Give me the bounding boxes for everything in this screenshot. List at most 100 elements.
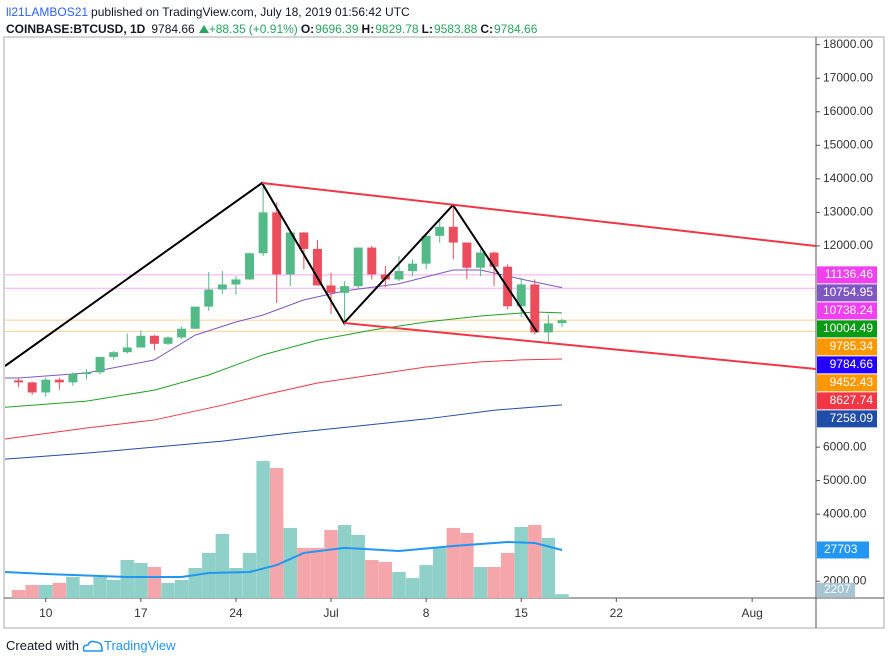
- price-label-bg: [817, 392, 877, 410]
- candle-body: [408, 263, 418, 272]
- ohlc-label: O:: [300, 22, 315, 36]
- quote-line: COINBASE:BTCUSD, 1D 9784.66 +88.35 (+0.91%)…: [6, 22, 543, 36]
- volume-bar: [106, 579, 121, 598]
- price-label-bg: [817, 266, 877, 284]
- volume-bar: [555, 594, 569, 598]
- y-tick-label: 15000.00: [823, 137, 873, 151]
- candle-body: [394, 271, 404, 280]
- x-tick-label: 24: [229, 606, 243, 620]
- candle-body: [421, 235, 431, 264]
- channel-top: [261, 182, 816, 247]
- candle-body: [204, 289, 214, 307]
- author[interactable]: ll21LAMBOS21: [6, 5, 89, 19]
- candle-body: [380, 274, 390, 280]
- y-tick-label: 18000.00: [823, 37, 873, 51]
- volume-bar: [147, 566, 162, 598]
- price-label-bg: [817, 302, 877, 320]
- price-label: 11136.46: [825, 267, 874, 281]
- candle-body: [299, 232, 309, 249]
- price-label-bg: [817, 410, 877, 428]
- candles: [14, 182, 567, 397]
- volume-bar: [283, 527, 298, 598]
- publish-info: published on TradingView.com, July 18, 2…: [91, 5, 410, 19]
- y-tick-label: 4000.00: [823, 506, 867, 520]
- price-label-bg: [817, 320, 877, 338]
- y-tick-label: 16000.00: [823, 104, 873, 118]
- channel-bottom: [343, 322, 816, 370]
- candle-body: [54, 379, 64, 383]
- price-label: 9452.43: [830, 375, 874, 389]
- volume-bar: [541, 538, 556, 598]
- x-tick-label: Jul: [323, 606, 338, 620]
- change-pct: (+0.91%): [248, 22, 298, 36]
- volume-bar: [134, 562, 148, 598]
- candle-body: [231, 279, 241, 285]
- symbol: COINBASE:BTCUSD, 1D: [6, 22, 146, 36]
- created-with: Created with: [6, 638, 79, 653]
- candle-body: [285, 232, 295, 275]
- y-tick-label: 5000.00: [823, 473, 867, 487]
- candle-body: [122, 347, 132, 353]
- x-tick-label: 17: [134, 606, 148, 620]
- candle-body: [448, 226, 458, 243]
- change: +88.35: [208, 22, 246, 36]
- candle-body: [353, 247, 363, 287]
- ohlc-label: H:: [361, 22, 375, 36]
- publish-line: ll21LAMBOS21 published on TradingView.com…: [6, 5, 413, 19]
- price-label: 9785.34: [830, 339, 874, 353]
- candle-body: [475, 252, 485, 268]
- axes: 18000.00 17000.00 16000.00 15000.00 14000.00…: [39, 37, 877, 620]
- price-label: 9784.66: [830, 357, 874, 371]
- volume-bar: [25, 584, 39, 598]
- moving-average: [5, 311, 562, 408]
- price-label-bg: [817, 338, 877, 356]
- candle-body: [41, 379, 51, 393]
- x-tick-label: 10: [39, 606, 53, 620]
- volume-bar: [256, 461, 270, 598]
- candle-body: [217, 284, 227, 290]
- candle-body: [435, 226, 445, 236]
- x-tick-label: 8: [423, 606, 430, 620]
- candle-body: [272, 212, 282, 275]
- volume-bar: [500, 552, 515, 598]
- price-label-bg: [817, 374, 877, 392]
- candle-body: [177, 328, 187, 338]
- candle-body: [340, 286, 350, 293]
- moving-average: [5, 269, 563, 379]
- footer: Created with TradingView: [6, 638, 179, 654]
- volume-bar: [473, 566, 488, 598]
- volume-bar: [269, 467, 284, 598]
- candle-body: [258, 212, 268, 254]
- candle-body: [489, 252, 499, 267]
- volume-bar: [242, 552, 257, 598]
- horizontal-lines: [5, 274, 816, 332]
- price-label-bg: [817, 356, 877, 374]
- brand[interactable]: TradingView: [103, 638, 176, 653]
- candle-body: [136, 335, 146, 348]
- volume-average: [5, 540, 563, 579]
- x-tick-label: 15: [515, 606, 529, 620]
- volume-bar: [514, 526, 528, 598]
- logo: [82, 640, 103, 652]
- ohlc-value: 9696.39: [315, 22, 359, 36]
- price-label: 8627.74: [830, 393, 874, 407]
- price-label: 7258.09: [830, 411, 874, 425]
- volume-bar: [215, 534, 230, 598]
- volume-bar: [310, 547, 325, 598]
- volume-bar: [79, 584, 94, 598]
- ohlc-value: 9784.66: [494, 22, 538, 36]
- y-tick-label: 17000.00: [823, 70, 873, 84]
- volume-bar: [487, 566, 501, 598]
- volume-bar: [324, 530, 338, 598]
- volume-bar: [11, 590, 26, 598]
- volume-bar: [378, 561, 393, 598]
- candle-body: [516, 284, 526, 307]
- candle-body: [367, 247, 377, 275]
- volume-label: 2207: [824, 582, 851, 596]
- ohlc-label: C:: [480, 22, 493, 36]
- candle-body: [27, 382, 37, 393]
- x-tick-label: Aug: [741, 606, 762, 620]
- price-label: 10004.49: [823, 321, 873, 335]
- volume-bar: [229, 568, 243, 598]
